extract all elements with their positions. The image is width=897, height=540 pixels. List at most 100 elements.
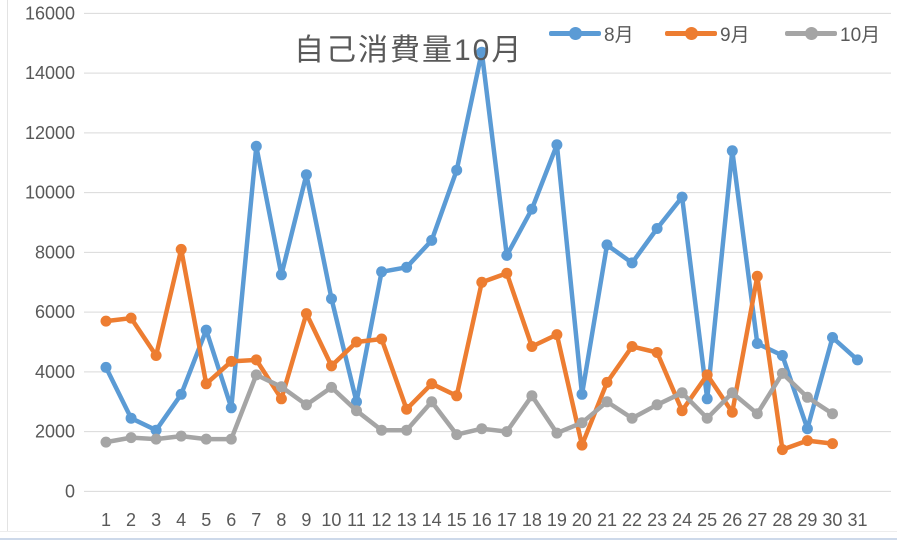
series-oct-point-26 <box>726 387 738 399</box>
y-axis-label-10000: 10000 <box>25 183 75 203</box>
legend-marker-oct-icon <box>785 24 837 42</box>
series-sep-point-13 <box>401 403 413 415</box>
series-sep-point-28 <box>776 444 788 456</box>
series-aug-point-24 <box>676 191 688 203</box>
x-axis-label-30: 30 <box>822 510 842 530</box>
series-sep-line <box>103 247 835 452</box>
series-aug-point-28 <box>776 350 788 361</box>
series-oct-point-18 <box>526 390 538 402</box>
series-aug-point-25 <box>701 393 713 405</box>
series-sep-point-15 <box>451 390 463 402</box>
x-axis-label-10: 10 <box>321 510 341 530</box>
legend-label-aug: 8月 <box>604 24 634 46</box>
x-axis-label-8: 8 <box>276 510 286 530</box>
series-aug-point-12 <box>376 266 388 278</box>
chart-title: 自己消費量10月 <box>294 34 524 67</box>
series-aug-point-5 <box>200 324 212 336</box>
legend-label-oct: 10月 <box>840 24 881 46</box>
series-aug-point-2 <box>125 412 137 424</box>
x-axis-label-16: 16 <box>472 510 492 530</box>
legend-marker-sep-icon <box>665 24 717 42</box>
series-oct-point-12 <box>376 424 388 436</box>
series-sep-point-25 <box>701 369 713 381</box>
series-oct-point-23 <box>651 399 663 411</box>
series-oct-point-28 <box>776 367 788 379</box>
x-axis-label-18: 18 <box>522 510 542 530</box>
y-axis-label-0: 0 <box>65 481 75 501</box>
series-sep-point-26 <box>726 406 738 418</box>
series-sep-point-14 <box>426 378 438 390</box>
x-axis-label-17: 17 <box>497 510 517 530</box>
series-oct-point-5 <box>200 433 212 445</box>
series-sep-point-19 <box>551 329 563 341</box>
series-sep-point-22 <box>626 341 638 352</box>
series-oct-point-20 <box>576 417 588 429</box>
series-sep[interactable] <box>100 243 839 456</box>
series-sep-point-30 <box>827 438 838 450</box>
series-oct-point-13 <box>401 424 413 436</box>
x-axis-label-26: 26 <box>722 510 742 530</box>
series-sep-point-1 <box>100 315 112 327</box>
x-axis-label-11: 11 <box>347 510 366 530</box>
series-aug-point-17 <box>501 249 513 261</box>
x-axis-label-2: 2 <box>126 510 136 530</box>
series-oct-point-24 <box>676 387 688 399</box>
series-aug-point-20 <box>576 388 588 400</box>
series-oct[interactable] <box>100 367 839 448</box>
legend-marker-aug-icon <box>549 24 601 42</box>
series-oct-point-3 <box>150 433 162 445</box>
window-bottom-border <box>0 538 897 540</box>
y-axis-label-12000: 12000 <box>25 123 75 143</box>
series-sep-point-24 <box>676 405 688 417</box>
series-aug-point-13 <box>401 261 413 273</box>
series-sep-point-8 <box>275 393 287 405</box>
window-left-border <box>7 0 8 531</box>
series-aug-point-11 <box>351 396 362 408</box>
legend-item-oct[interactable]: 10月 <box>785 24 880 46</box>
series-aug-point-6 <box>225 402 237 414</box>
series-aug-point-15 <box>451 164 463 176</box>
series-oct-point-19 <box>551 427 563 439</box>
series-sep-point-2 <box>125 312 137 324</box>
series-oct-point-2 <box>125 432 137 444</box>
series-sep-point-4 <box>175 243 187 255</box>
x-axis-label-15: 15 <box>447 510 467 530</box>
series-sep-point-5 <box>200 378 212 390</box>
x-axis-label-1: 1 <box>101 510 111 530</box>
series-oct-point-14 <box>426 396 438 408</box>
x-axis-label-29: 29 <box>797 510 817 530</box>
series-sep-point-18 <box>526 341 538 352</box>
series-aug-point-7 <box>250 140 262 152</box>
series-aug-point-30 <box>827 332 838 343</box>
chart-bottom-border <box>0 531 897 532</box>
x-axis-label-13: 13 <box>397 510 417 530</box>
series-aug-point-14 <box>426 234 438 246</box>
x-axis-label-3: 3 <box>151 510 161 530</box>
x-axis-label-27: 27 <box>747 510 767 530</box>
x-axis-label-5: 5 <box>201 510 211 530</box>
x-axis-label-7: 7 <box>251 510 261 530</box>
y-axis-label-16000: 16000 <box>25 3 75 23</box>
series-aug[interactable] <box>100 46 864 436</box>
series-sep-point-16 <box>476 276 488 288</box>
legend-item-sep[interactable]: 9月 <box>665 24 750 46</box>
series-aug-point-19 <box>551 139 563 151</box>
series-aug-point-1 <box>100 361 112 373</box>
series-aug-point-4 <box>175 388 187 400</box>
series-sep-point-27 <box>751 270 763 282</box>
series-sep-point-11 <box>351 336 362 348</box>
series-sep-point-17 <box>501 267 513 279</box>
series-sep-point-12 <box>376 333 388 345</box>
series-sep-point-21 <box>601 376 613 388</box>
series-aug-point-22 <box>626 257 638 269</box>
x-axis-label-4: 4 <box>176 510 186 530</box>
legend-label-sep: 9月 <box>720 24 750 46</box>
series-oct-point-17 <box>501 426 513 438</box>
x-axis-label-23: 23 <box>647 510 667 530</box>
series-sep-point-9 <box>300 308 312 320</box>
series-aug-point-26 <box>726 145 738 157</box>
legend-item-aug[interactable]: 8月 <box>549 24 634 46</box>
series-aug-point-27 <box>751 338 763 349</box>
